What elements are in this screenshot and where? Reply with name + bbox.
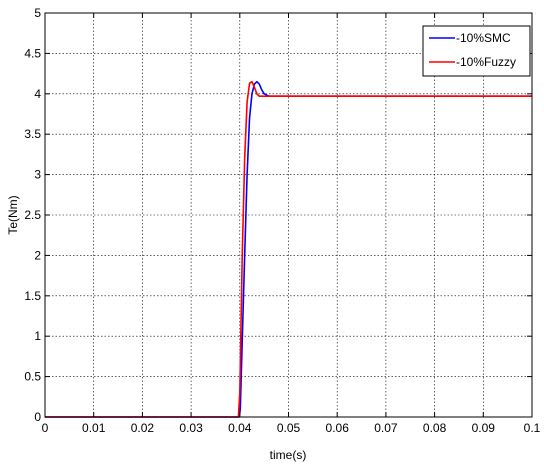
legend-label-smc: -10%SMC: [456, 31, 511, 45]
x-tick-label: 0.02: [131, 421, 155, 435]
series-line-smc: [45, 80, 532, 418]
legend: -10%SMC -10%Fuzzy: [422, 25, 531, 77]
legend-label-fuzzy: -10%Fuzzy: [456, 55, 516, 69]
y-axis-label: Te(Nm): [6, 195, 20, 234]
y-tick-label: 4: [34, 87, 41, 101]
x-tick-label: 0.08: [423, 421, 447, 435]
legend-box: [422, 25, 531, 77]
y-tick-label: 2: [34, 248, 41, 262]
x-tick-label: 0.01: [82, 421, 106, 435]
y-tick-label: 0: [34, 410, 41, 424]
y-tick-label: 1.5: [24, 289, 41, 303]
y-tick-label: 1: [34, 329, 41, 343]
y-tick-label: 0.5: [24, 370, 41, 384]
x-tick-label: 0.1: [524, 421, 541, 435]
x-tick-label: 0.05: [277, 421, 301, 435]
x-tick-label: 0.03: [179, 421, 203, 435]
ticks: 0 0.01 0.02 0.03 0.04 0.05 0.06 0.07 0.08 0.09 0.1…: [24, 6, 540, 435]
series-line-fuzzy: [45, 80, 532, 418]
series-layer: [45, 80, 532, 418]
x-tick-label: 0.07: [374, 421, 398, 435]
y-tick-label: 3.5: [24, 127, 41, 141]
y-tick-label: 4.5: [24, 46, 41, 60]
x-tick-label: 0.06: [326, 421, 350, 435]
y-tick-label: 3: [34, 168, 41, 182]
x-tick-label: 0.09: [472, 421, 496, 435]
x-tick-label: 0.04: [228, 421, 252, 435]
y-tick-label: 2.5: [24, 208, 41, 222]
y-tick-label: 5: [34, 6, 41, 20]
x-axis-label: time(s): [270, 448, 307, 462]
x-tick-label: 0: [42, 421, 49, 435]
